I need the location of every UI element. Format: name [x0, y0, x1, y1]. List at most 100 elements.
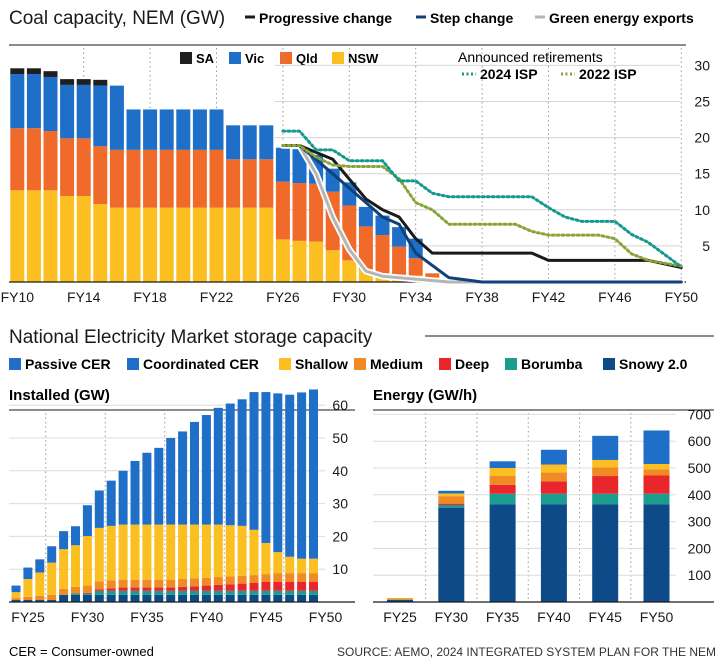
installed-bar-shallow-2031 — [82, 536, 92, 586]
coal-bar-qld-2024 — [242, 159, 257, 208]
legend-label-passive-cer: Passive CER — [25, 356, 111, 372]
installed-bar-shallow-2029 — [59, 549, 69, 589]
energy-bar-deep-fy40 — [540, 481, 567, 494]
energy-bar-coordinated-cer-fy35 — [489, 461, 516, 468]
installed-bar-coordinated-cer-2035 — [130, 460, 140, 525]
installed-bar-deep-2046 — [261, 581, 271, 591]
installed-bar-shallow-2032 — [94, 527, 104, 582]
legend-swatch-qld — [280, 52, 292, 64]
installed-bar-medium-2025 — [11, 598, 21, 601]
coal-bar-nsw-2022 — [209, 207, 224, 282]
coal-x-tick-fy10: FY10 — [1, 289, 35, 305]
installed-bar-medium-2030 — [71, 586, 80, 594]
coal-bar-qld-2033 — [392, 246, 407, 275]
installed-bar-shallow-2028 — [47, 562, 57, 595]
installed-bar-snowy-2-0-2036 — [142, 594, 152, 602]
legend-swatch-nsw — [332, 52, 344, 64]
coal-y-tick-10: 10 — [694, 202, 710, 218]
energy-y-tick-200: 200 — [688, 540, 712, 556]
installed-x-tick-fy30: FY30 — [71, 609, 105, 625]
installed-bar-snowy-2-0-2033 — [106, 594, 116, 602]
energy-bar-coordinated-cer-fy45 — [592, 435, 619, 460]
energy-subtitle: Energy (GW/h) — [373, 387, 477, 404]
coal-bar-qld-2028 — [309, 183, 324, 242]
coal-x-tick-fy50: FY50 — [665, 289, 699, 305]
coal-x-tick-fy14: FY14 — [67, 289, 101, 305]
coal-x-tick-fy22: FY22 — [200, 289, 234, 305]
installed-bar-shallow-2049 — [297, 558, 307, 574]
energy-bar-medium-fy30 — [438, 496, 465, 504]
coal-x-tick-fy42: FY42 — [532, 289, 566, 305]
coal-bar-sa-2014 — [76, 79, 91, 85]
installed-bar-borumba-2036 — [142, 590, 152, 595]
coal-bar-vic-2011 — [26, 74, 41, 129]
installed-bar-shallow-2041 — [201, 524, 211, 578]
installed-bar-coordinated-cer-2036 — [142, 452, 152, 525]
coal-y-tick-30: 30 — [694, 57, 710, 73]
installed-bar-deep-2031 — [82, 592, 92, 594]
installed-y-tick-20: 20 — [332, 528, 348, 544]
installed-bar-coordinated-cer-2044 — [237, 399, 247, 526]
installed-bar-shallow-2039 — [178, 524, 188, 580]
installed-bar-coordinated-cer-2028 — [47, 546, 57, 563]
installed-bar-coordinated-cer-2029 — [59, 531, 69, 550]
coal-line-2022-isp — [281, 144, 683, 268]
coal-bar-vic-2019 — [159, 109, 174, 150]
installed-bar-deep-2049 — [297, 581, 307, 591]
legend-label-vic: Vic — [245, 51, 264, 66]
installed-bar-medium-2042 — [213, 577, 223, 585]
coal-bar-nsw-2015 — [93, 204, 108, 282]
installed-bar-coordinated-cer-2038 — [166, 438, 176, 525]
legend-label-medium: Medium — [370, 356, 423, 372]
energy-bar-medium-fy50 — [643, 469, 670, 476]
installed-bar-borumba-2035 — [130, 590, 140, 595]
installed-bar-medium-2044 — [237, 575, 247, 584]
coal-bar-qld-2021 — [192, 149, 207, 208]
coal-bar-vic-2016 — [109, 85, 124, 150]
installed-bar-shallow-2037 — [154, 524, 164, 580]
installed-bar-snowy-2-0-2026 — [23, 600, 33, 602]
legend-label-2024isp: 2024 ISP — [480, 66, 538, 82]
coal-line-legend: Progressive change Step change Green ene… — [245, 10, 694, 26]
coal-bar-sa-2011 — [26, 68, 41, 75]
installed-y-tick-50: 50 — [332, 430, 348, 446]
coal-bar-vic-2023 — [226, 125, 241, 160]
footnote: CER = Consumer-owned — [9, 644, 154, 659]
installed-bar-snowy-2-0-2040 — [190, 594, 199, 602]
source-note: SOURCE: AEMO, 2024 INTEGRATED SYSTEM PLA… — [337, 645, 716, 659]
energy-bar-snowy-2-0-fy50 — [643, 504, 670, 602]
coal-bar-vic-2010 — [10, 74, 25, 129]
installed-bar-shallow-2050 — [309, 558, 318, 574]
installed-bar-coordinated-cer-2032 — [94, 490, 104, 528]
coal-bar-nsw-2030 — [342, 260, 357, 282]
energy-bar-snowy-2-0-fy45 — [592, 504, 619, 602]
installed-bar-snowy-2-0-2028 — [47, 600, 57, 602]
coal-bar-qld-2020 — [176, 149, 191, 208]
installed-bar-borumba-2045 — [249, 590, 259, 595]
installed-bar-coordinated-cer-2048 — [285, 394, 295, 557]
coal-bar-qld-2016 — [109, 149, 124, 208]
installed-bar-shallow-2027 — [35, 572, 45, 596]
installed-bar-shallow-2042 — [213, 524, 223, 578]
installed-y-tick-10: 10 — [332, 561, 348, 577]
coal-bar-qld-2010 — [10, 128, 25, 191]
coal-bar-vic-2029 — [325, 168, 340, 192]
installed-bar-borumba-2037 — [154, 590, 164, 595]
coal-bar-sa-2015 — [93, 79, 108, 86]
installed-bar-medium-2043 — [225, 576, 235, 585]
coal-bar-vic-2030 — [342, 182, 357, 206]
installed-bar-coordinated-cer-2040 — [190, 421, 199, 525]
legend-label-borumba: Borumba — [521, 356, 583, 372]
installed-bar-coordinated-cer-2030 — [71, 526, 80, 546]
energy-bar-medium-fy40 — [540, 472, 567, 482]
energy-bar-coordinated-cer-fy30 — [438, 490, 465, 494]
installed-bar-medium-2033 — [106, 580, 116, 589]
coal-line-green-energy-exports — [282, 144, 682, 284]
retirements-annotation: Announced retirements — [458, 49, 603, 65]
installed-bar-coordinated-cer-2025 — [11, 585, 21, 593]
energy-bar-borumba-fy35 — [489, 493, 516, 505]
installed-bar-coordinated-cer-2050 — [309, 389, 318, 559]
installed-bar-deep-2040 — [190, 586, 199, 591]
installed-bar-medium-2038 — [166, 579, 176, 588]
energy-bar-medium-fy35 — [489, 476, 516, 485]
